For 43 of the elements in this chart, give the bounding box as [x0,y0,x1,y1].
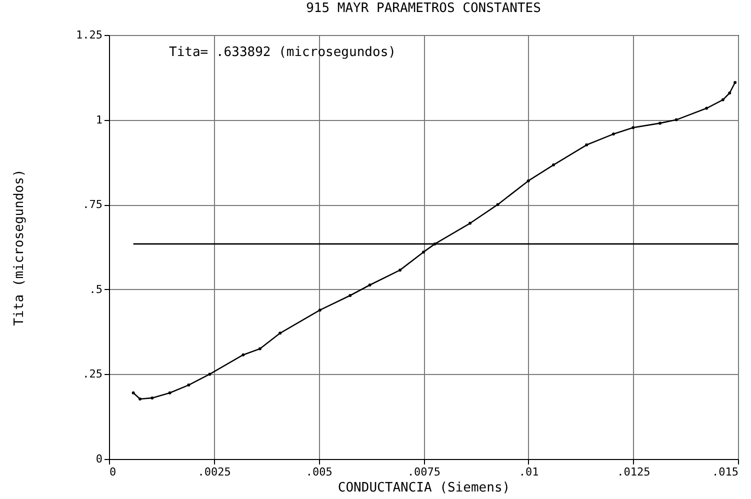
y-tick-label: 1.25 [76,28,102,42]
y-tick-label: .25 [82,368,102,381]
x-tick-label: .0025 [198,466,231,478]
point [468,222,472,225]
annotation: Tita= .633892 (microsegundos) [169,45,396,60]
x-tick-label: .005 [306,466,332,478]
y-tick-label: .75 [82,198,102,212]
point [728,92,732,94]
point [368,283,372,286]
y-tick-label: .5 [89,282,102,296]
point [318,308,322,312]
point [132,391,135,394]
point [150,396,154,400]
point [208,372,212,376]
point [242,353,245,356]
point [168,391,172,394]
point [398,268,402,272]
x-tick-label: .0075 [407,466,441,478]
line-series [132,80,737,400]
point [258,347,262,350]
point [705,106,708,110]
x-tick-label: 0 [110,466,116,478]
point [422,250,425,254]
point [278,332,282,335]
chart-title: 915 MAYR PARAMETROS CONSTANTES [306,1,541,16]
x-tick-label: .015 [712,466,738,478]
point [674,118,678,122]
x-axis-title: CONDUCTANCIA (Siemens) [338,480,510,496]
point [632,126,635,130]
y-tick-label: 1 [96,113,102,126]
x-tick-label: .01 [518,466,539,478]
point [658,122,662,125]
point [552,163,555,166]
point [721,98,724,102]
y-axis-title: Tita (microsegundos) [12,169,28,326]
point [526,179,530,182]
point [585,143,588,146]
y-tick-label: 0 [96,452,102,466]
point [187,384,190,387]
point [496,203,500,206]
x-tick-label: .0125 [617,466,650,478]
point [348,294,352,298]
point [734,80,737,84]
